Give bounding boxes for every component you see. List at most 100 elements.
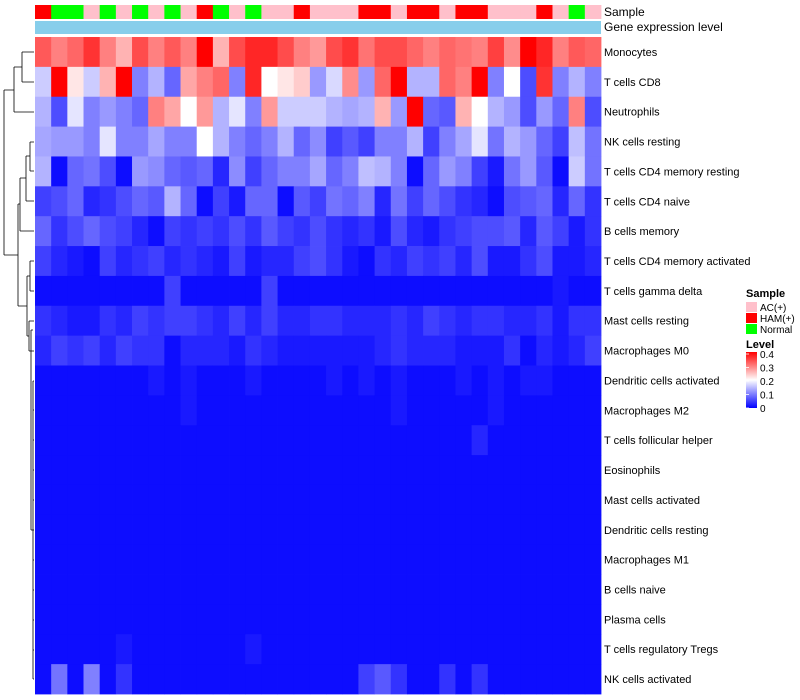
heatmap-cell bbox=[487, 66, 505, 98]
heatmap-cell bbox=[180, 544, 198, 575]
heatmap-cell bbox=[487, 186, 505, 217]
heatmap-cell bbox=[520, 634, 537, 665]
heatmap-cell bbox=[293, 96, 311, 127]
heatmap-cell bbox=[83, 156, 101, 187]
heatmap-cell bbox=[229, 455, 246, 486]
heatmap-cell bbox=[552, 37, 570, 68]
heatmap-cell bbox=[277, 66, 295, 98]
heatmap-cell bbox=[83, 574, 101, 605]
heatmap-cell bbox=[309, 305, 327, 337]
heatmap-cell bbox=[67, 216, 84, 247]
heatmap-cell bbox=[390, 634, 408, 665]
heatmap-cell bbox=[261, 514, 278, 546]
heatmap-cell bbox=[83, 335, 101, 366]
heatmap-cell bbox=[148, 604, 165, 635]
heatmap-cell bbox=[503, 126, 521, 157]
heatmap-cell bbox=[406, 484, 424, 516]
heatmap-cell bbox=[309, 514, 327, 546]
heatmap-cell bbox=[261, 305, 278, 337]
heatmap-cell bbox=[406, 455, 424, 486]
heatmap-cell bbox=[374, 37, 392, 68]
heatmap-cell bbox=[374, 634, 392, 665]
heatmap-cell bbox=[471, 275, 489, 307]
heatmap-cell bbox=[180, 186, 198, 217]
heatmap-cell bbox=[423, 484, 440, 516]
row-labels: Monocytes T cells CD8 Neutrophils NK cells … bbox=[604, 47, 751, 686]
heatmap-cell bbox=[423, 246, 440, 277]
heatmap-cell bbox=[455, 275, 473, 307]
heatmap-cell bbox=[67, 305, 84, 337]
heatmap-cell bbox=[342, 305, 359, 337]
heatmap-cell bbox=[487, 514, 505, 546]
heatmap-cell bbox=[132, 275, 149, 307]
heatmap-cell bbox=[212, 664, 230, 695]
heatmap-cell bbox=[390, 156, 408, 187]
heatmap-cell bbox=[309, 425, 327, 456]
heatmap-cell bbox=[164, 544, 181, 575]
heatmap-cell bbox=[261, 544, 278, 575]
heatmap-cell bbox=[245, 37, 262, 68]
level-legend-title: Level bbox=[746, 339, 774, 351]
heatmap-cell bbox=[342, 66, 359, 98]
heatmap-cell bbox=[439, 455, 456, 486]
heatmap-cell bbox=[99, 335, 117, 366]
heatmap-cell bbox=[245, 275, 262, 307]
heatmap-cell bbox=[132, 664, 149, 695]
sample-annotation-cell bbox=[374, 5, 392, 19]
heatmap-cell bbox=[309, 37, 327, 68]
heatmap-cell bbox=[390, 455, 408, 486]
heatmap-cell bbox=[115, 305, 133, 337]
heatmap-cell bbox=[390, 216, 408, 247]
heatmap-cell bbox=[358, 275, 375, 307]
heatmap-cell bbox=[471, 664, 489, 695]
heatmap-cell bbox=[374, 425, 392, 456]
heatmap-cell bbox=[277, 365, 295, 396]
heatmap-cell bbox=[552, 365, 570, 396]
heatmap-cell bbox=[148, 156, 165, 187]
heatmap-cell bbox=[358, 365, 375, 396]
sample-annotation-cell bbox=[455, 5, 473, 19]
heatmap-cell bbox=[99, 66, 117, 98]
heatmap-cell bbox=[99, 186, 117, 217]
heatmap-cell bbox=[358, 335, 375, 366]
heatmap-cell bbox=[261, 574, 278, 605]
heatmap-cell bbox=[83, 66, 101, 98]
heatmap-cell bbox=[455, 126, 473, 157]
heatmap-cell bbox=[293, 544, 311, 575]
heatmap-cell bbox=[164, 395, 181, 426]
heatmap-cell bbox=[212, 96, 230, 127]
row-label: Mast cells activated bbox=[604, 495, 700, 507]
heatmap-cell bbox=[180, 216, 198, 247]
heatmap-cell bbox=[326, 664, 343, 695]
heatmap-cell bbox=[196, 305, 214, 337]
heatmap-cell bbox=[326, 305, 343, 337]
heatmap-cell bbox=[423, 634, 440, 665]
heatmap-cell bbox=[471, 96, 489, 127]
heatmap-cell bbox=[309, 365, 327, 396]
heatmap-cell bbox=[406, 96, 424, 127]
heatmap-cell bbox=[196, 335, 214, 366]
heatmap-cell bbox=[67, 514, 84, 546]
heatmap-cell bbox=[584, 604, 602, 635]
heatmap-cell bbox=[536, 664, 553, 695]
heatmap-cell bbox=[374, 395, 392, 426]
heatmap-cell bbox=[568, 455, 586, 486]
heatmap-cell bbox=[455, 216, 473, 247]
heatmap-cell bbox=[99, 484, 117, 516]
heatmap-cell bbox=[261, 335, 278, 366]
heatmap-cell bbox=[423, 574, 440, 605]
heatmap-cell bbox=[180, 66, 198, 98]
heatmap-cell bbox=[132, 37, 149, 68]
heatmap-cell bbox=[536, 574, 553, 605]
heatmap-cell bbox=[99, 455, 117, 486]
heatmap-cell bbox=[309, 664, 327, 695]
heatmap-cell bbox=[35, 395, 52, 426]
row-label: T cells CD4 naive bbox=[604, 196, 690, 208]
heatmap-cell bbox=[358, 634, 375, 665]
heatmap-cell bbox=[115, 335, 133, 366]
heatmap-cell bbox=[196, 574, 214, 605]
heatmap-cell bbox=[132, 186, 149, 217]
heatmap-cell bbox=[503, 37, 521, 68]
heatmap-cell bbox=[229, 664, 246, 695]
heatmap-cell bbox=[487, 126, 505, 157]
